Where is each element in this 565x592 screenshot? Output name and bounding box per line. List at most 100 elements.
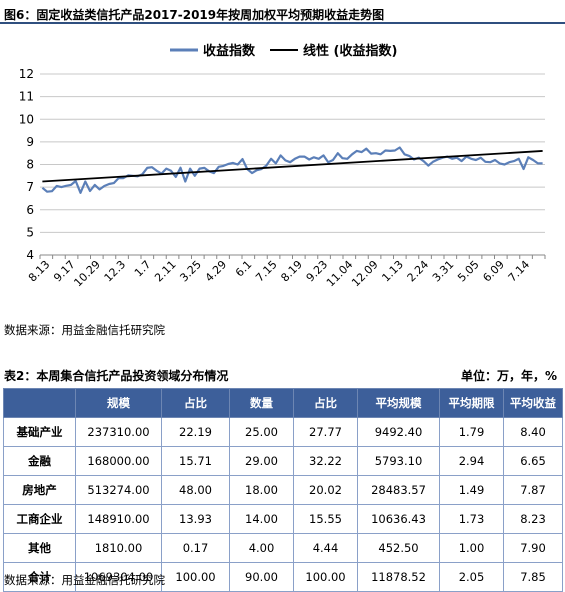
table-row: 工商企业 148910.00 13.93 14.00 15.55 10636.43 1.73… xyxy=(3,504,563,534)
table-cell: 29.00 xyxy=(229,446,294,476)
x-tick-label: 12.09 xyxy=(349,258,380,289)
x-tick-label: 6.09 xyxy=(480,258,507,285)
table-cell: 15.55 xyxy=(293,504,358,534)
header-cell: 占比 xyxy=(293,388,358,418)
table-cell: 4.44 xyxy=(293,533,358,563)
x-tick-label: 5.05 xyxy=(455,258,482,285)
table-cell: 1069304.00 xyxy=(75,562,162,592)
table-cell: 452.50 xyxy=(357,533,440,563)
x-tick-label: 3.31 xyxy=(430,258,457,285)
y-tick-label: 9 xyxy=(26,135,34,149)
table-cell: 1.00 xyxy=(439,533,504,563)
figure-title: 图6：固定收益类信托产品2017-2019年按周加权平均预期收益走势图 xyxy=(4,8,385,22)
table-cell: 2.05 xyxy=(439,562,504,592)
row-label: 其他 xyxy=(3,533,76,563)
x-tick-label: 4.29 xyxy=(203,258,230,285)
table-cell: 100.00 xyxy=(161,562,230,592)
y-tick-label: 8 xyxy=(26,158,34,172)
table-cell: 9492.40 xyxy=(357,417,440,447)
x-tick-label: 2.24 xyxy=(405,258,432,285)
table-cell: 14.00 xyxy=(229,504,294,534)
y-tick-label: 7 xyxy=(26,180,34,194)
x-tick-label: 2.11 xyxy=(152,258,179,285)
y-tick-label: 5 xyxy=(26,225,34,239)
figure-source: 数据来源：用益金融信托研究院 xyxy=(4,323,165,337)
row-label: 房地产 xyxy=(3,475,76,505)
table-row: 合计 1069304.00 100.00 90.00 100.00 11878.52 2.0… xyxy=(3,562,563,592)
table-cell: 237310.00 xyxy=(75,417,162,447)
row-label: 工商企业 xyxy=(3,504,76,534)
table-cell: 22.19 xyxy=(161,417,230,447)
table-cell: 148910.00 xyxy=(75,504,162,534)
table-cell: 7.87 xyxy=(503,475,563,505)
table-row: 房地产 513274.00 48.00 18.00 20.02 28483.57 1.49 7… xyxy=(3,475,563,505)
x-tick-label: 3.25 xyxy=(177,258,204,285)
table-cell: 18.00 xyxy=(229,475,294,505)
table-cell: 7.85 xyxy=(503,562,563,592)
x-tick-label: 10.29 xyxy=(71,258,102,289)
table-cell: 5793.10 xyxy=(357,446,440,476)
table-cell: 1.79 xyxy=(439,417,504,447)
table-cell: 25.00 xyxy=(229,417,294,447)
row-label: 金融 xyxy=(3,446,76,476)
y-tick-label: 12 xyxy=(19,67,34,81)
header-cell: 占比 xyxy=(161,388,230,418)
table-cell: 27.77 xyxy=(293,417,358,447)
table-cell: 8.23 xyxy=(503,504,563,534)
table-cell: 1.73 xyxy=(439,504,504,534)
table-cell: 1.49 xyxy=(439,475,504,505)
table-cell: 100.00 xyxy=(293,562,358,592)
header-cell: 平均规模 xyxy=(357,388,440,418)
table-cell: 15.71 xyxy=(161,446,230,476)
header-cell: 平均期限 xyxy=(439,388,504,418)
table-unit: 单位：万，年，% xyxy=(460,369,557,383)
x-tick-label: 6.1 xyxy=(233,258,255,280)
trend-line xyxy=(42,150,543,183)
legend-label-trend: 线性 (收益指数) xyxy=(303,43,397,59)
table-cell: 13.93 xyxy=(161,504,230,534)
table-header-row: 规模 占比 数量 占比 平均规模 平均期限 平均收益 xyxy=(3,388,563,418)
table-cell: 20.02 xyxy=(293,475,358,505)
table-cell: 168000.00 xyxy=(75,446,162,476)
table-cell: 32.22 xyxy=(293,446,358,476)
table-row: 其他 1810.00 0.17 4.00 4.44 452.50 1.00 7.90 xyxy=(3,533,563,563)
table-cell: 48.00 xyxy=(161,475,230,505)
series-line-yield-index xyxy=(41,146,543,194)
table-cell: 1810.00 xyxy=(75,533,162,563)
table-cell: 28483.57 xyxy=(357,475,440,505)
row-label: 基础产业 xyxy=(3,417,76,447)
y-tick-label: 4 xyxy=(26,248,34,262)
x-tick-label: 11.04 xyxy=(324,258,355,289)
legend-label-yield-index: 收益指数 xyxy=(203,43,256,59)
y-tick-label: 11 xyxy=(19,90,34,104)
table-row: 基础产业 237310.00 22.19 25.00 27.77 9492.40 1.79 8… xyxy=(3,417,563,447)
x-tick-label: 7.15 xyxy=(253,258,280,285)
y-tick-label: 10 xyxy=(19,112,34,126)
x-tick-label: 1.13 xyxy=(379,258,406,285)
x-tick-label: 1.7 xyxy=(132,258,154,280)
table-cell: 6.65 xyxy=(503,446,563,476)
table-row: 金融 168000.00 15.71 29.00 32.22 5793.10 2.94 6.6… xyxy=(3,446,563,476)
table-cell: 8.40 xyxy=(503,417,563,447)
table-cell: 7.90 xyxy=(503,533,563,563)
table-cell: 513274.00 xyxy=(75,475,162,505)
table-cell: 0.17 xyxy=(161,533,230,563)
investment-distribution-table: 规模 占比 数量 占比 平均规模 平均期限 平均收益 基础产业 237310.00… xyxy=(3,388,563,592)
table-title: 表2：本周集合信托产品投资领域分布情况 xyxy=(4,369,229,383)
header-cell xyxy=(3,388,76,418)
y-tick-label: 6 xyxy=(26,203,34,217)
x-tick-label: 7.14 xyxy=(506,258,533,285)
table-cell: 10636.43 xyxy=(357,504,440,534)
header-cell: 数量 xyxy=(229,388,294,418)
table-source: 数据来源：用益金融信托研究院 xyxy=(4,573,165,587)
row-label: 合计 xyxy=(3,562,76,592)
table-cell: 90.00 xyxy=(229,562,294,592)
header-cell: 规模 xyxy=(75,388,162,418)
header-cell: 平均收益 xyxy=(503,388,563,418)
x-tick-label: 8.19 xyxy=(278,258,305,285)
table-cell: 11878.52 xyxy=(357,562,440,592)
x-tick-label: 12.3 xyxy=(102,258,129,285)
table-cell: 4.00 xyxy=(229,533,294,563)
table-cell: 2.94 xyxy=(439,446,504,476)
